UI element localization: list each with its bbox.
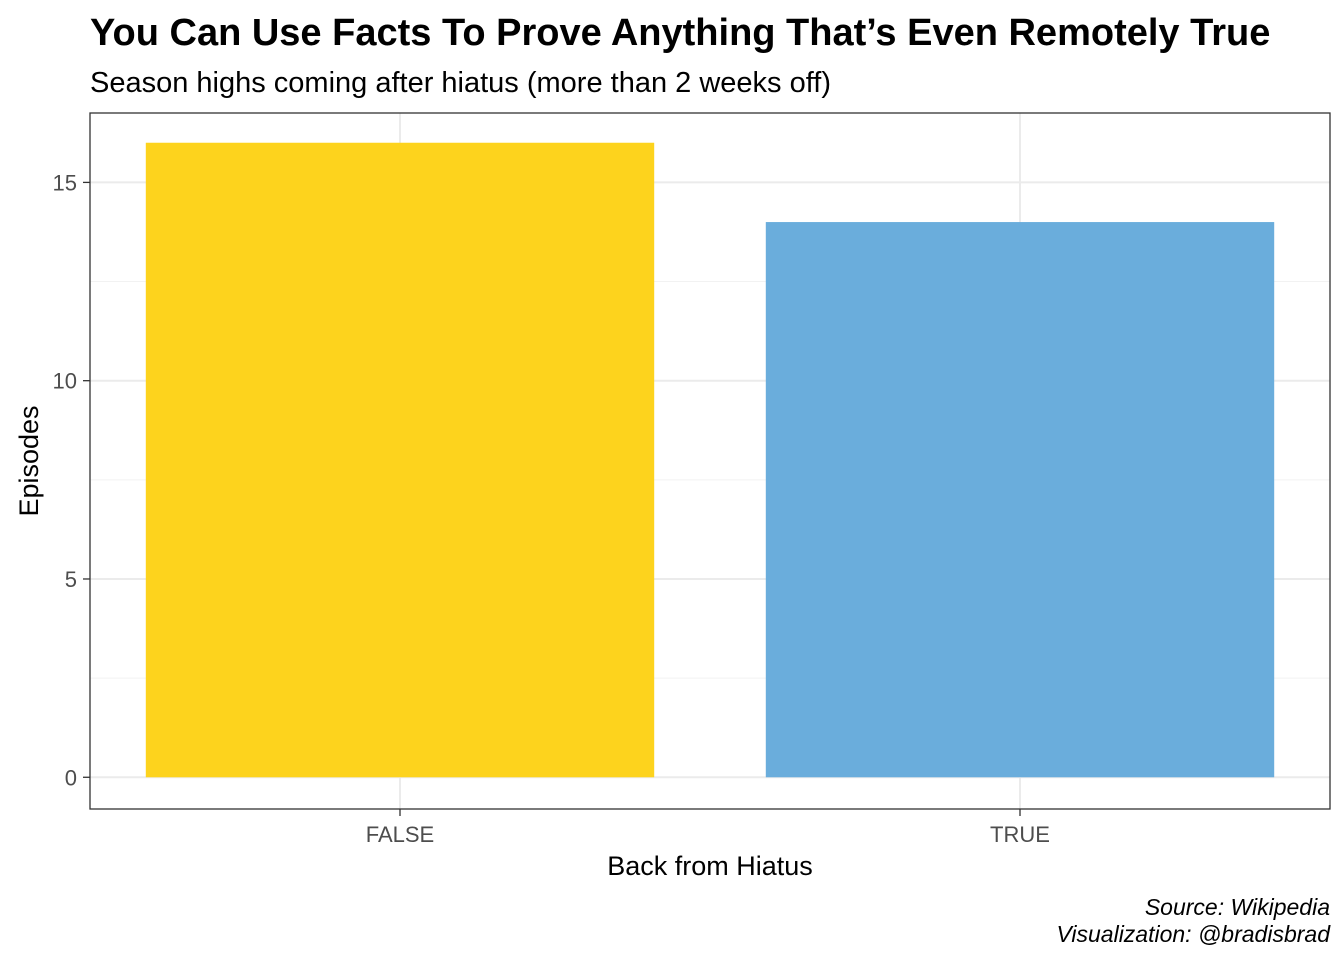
x-axis-title: Back from Hiatus <box>607 851 813 881</box>
bar-true <box>765 222 1275 778</box>
bars <box>145 142 1275 778</box>
x-axis: FALSE TRUE <box>366 809 1050 847</box>
chart-subtitle: Season highs coming after hiatus (more t… <box>90 67 831 99</box>
chart-title: You Can Use Facts To Prove Anything That… <box>90 12 1270 54</box>
y-tick-label: 5 <box>65 567 77 592</box>
caption-visualization: Visualization: @bradisbrad <box>1056 921 1331 947</box>
y-tick-label: 0 <box>65 765 77 790</box>
x-tick-label: TRUE <box>990 822 1050 847</box>
x-tick-label: FALSE <box>366 822 434 847</box>
plot-panel-border <box>89 112 1331 810</box>
y-axis-title: Episodes <box>14 405 44 516</box>
bar-false <box>145 142 655 778</box>
y-tick-label: 15 <box>53 170 77 195</box>
y-tick-label: 10 <box>53 369 77 394</box>
y-axis: 0 5 10 15 <box>53 170 90 790</box>
caption-source: Source: Wikipedia <box>1145 894 1330 920</box>
